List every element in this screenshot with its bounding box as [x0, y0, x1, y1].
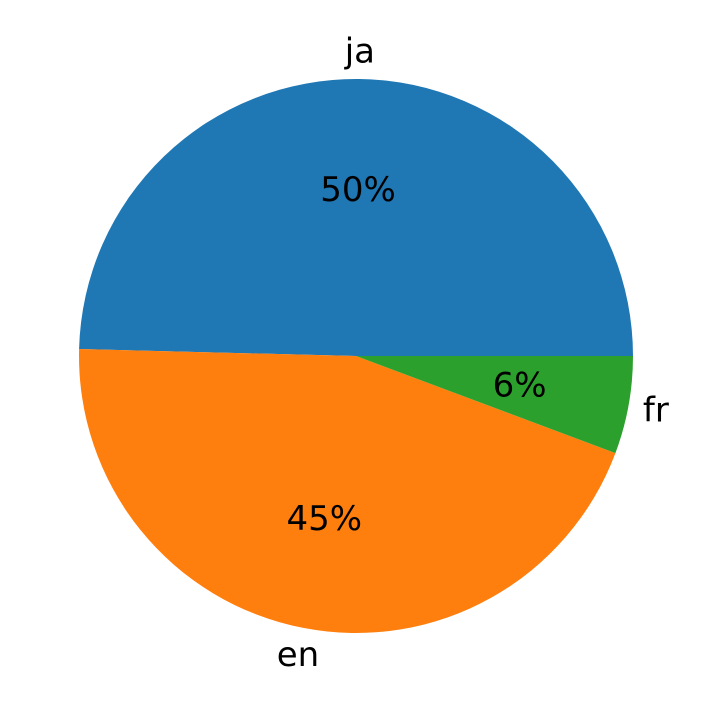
percent-label-ja: 50% [320, 170, 396, 210]
slice-label-fr: fr [643, 390, 669, 430]
slice-label-ja: ja [344, 31, 375, 71]
pie-slices [79, 79, 634, 633]
pie-slice-en [79, 349, 616, 633]
pie-slice-ja [79, 79, 634, 357]
percent-label-fr: 6% [493, 366, 547, 406]
percent-label-en: 45% [287, 499, 363, 539]
slice-label-en: en [277, 635, 319, 675]
pie-slice-fr [356, 356, 633, 454]
